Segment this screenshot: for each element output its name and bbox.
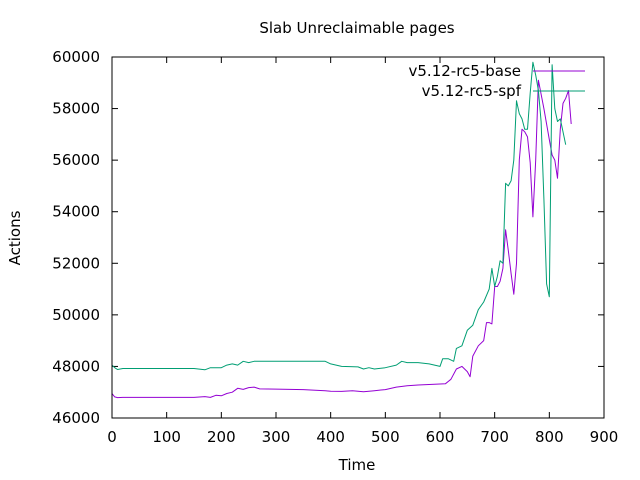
x-tick-label: 500	[371, 428, 400, 446]
y-tick-label: 56000	[52, 151, 100, 169]
x-tick-label: 300	[262, 428, 291, 446]
y-tick-label: 48000	[52, 357, 100, 375]
series-lines	[111, 61, 572, 399]
series-line-base	[111, 79, 572, 399]
legend-label: v5.12-rc5-spf	[422, 82, 522, 100]
x-tick-label: 0	[107, 428, 117, 446]
y-tick-label: 60000	[52, 48, 100, 66]
plot-frame	[111, 56, 605, 419]
x-tick-label: 100	[152, 428, 181, 446]
x-tick-label: 600	[426, 428, 455, 446]
chart-title: Slab Unreclaimable pages	[259, 19, 454, 37]
x-tick-label: 400	[316, 428, 345, 446]
x-tick-label: 900	[590, 428, 619, 446]
x-axis-label: Time	[338, 456, 376, 474]
series-line-spf	[111, 61, 567, 371]
legend-label: v5.12-rc5-base	[409, 62, 522, 80]
y-tick-label: 46000	[52, 409, 100, 427]
y-tick-label: 54000	[52, 203, 100, 221]
x-tick-label: 200	[207, 428, 236, 446]
y-tick-label: 58000	[52, 100, 100, 118]
y-tick-label: 52000	[52, 254, 100, 272]
y-tick-label: 50000	[52, 306, 100, 324]
x-tick-label: 800	[535, 428, 564, 446]
y-axis-label: Actions	[6, 210, 24, 265]
axis-ticks: 0 100 200 300 400 500 600 700 800 900 46000 48000 50…	[52, 48, 618, 446]
legend: v5.12-rc5-base v5.12-rc5-spf	[409, 62, 585, 100]
x-tick-label: 700	[480, 428, 509, 446]
